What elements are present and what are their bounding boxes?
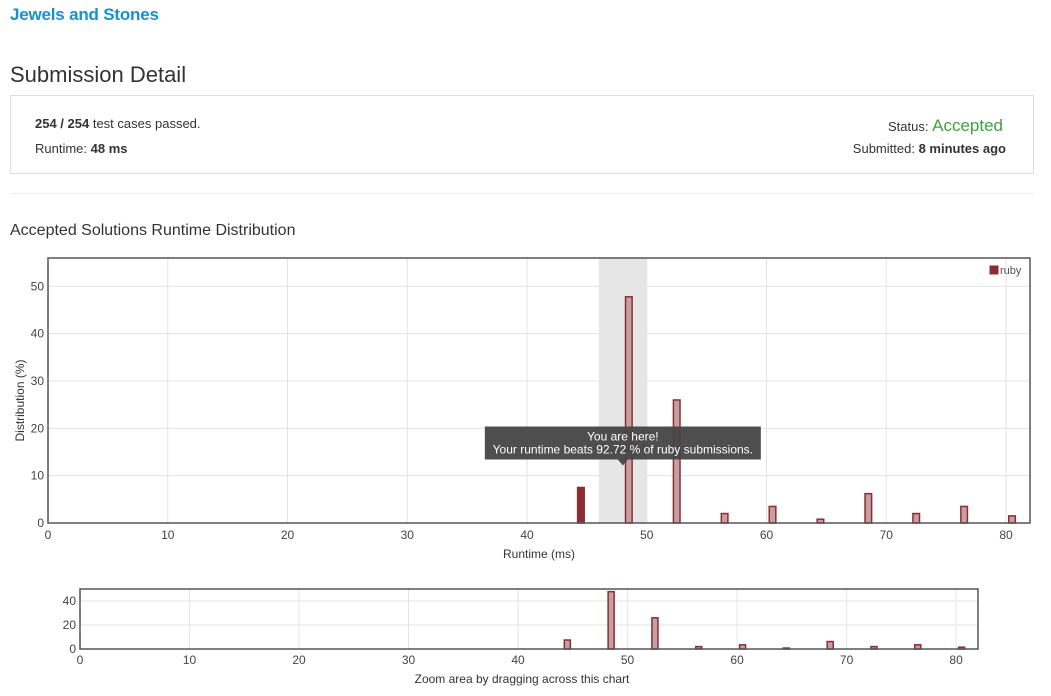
- zoom-chart-frame: [79, 588, 979, 650]
- x-tick-label: 70: [880, 528, 894, 542]
- distribution-bar: [768, 505, 777, 524]
- problem-title-link[interactable]: Jewels and Stones: [10, 5, 159, 24]
- current-runtime-highlight: [598, 258, 647, 523]
- zoom-x-tick-label: 70: [840, 653, 854, 667]
- zoom-overview-chart[interactable]: 0 10 20 30 40 50 60 70 80 0 20 40 Zoom area by drag…: [0, 586, 1051, 696]
- y-tick-label: 30: [31, 374, 45, 388]
- tooltip-background: [484, 426, 761, 466]
- distribution-bar: [1007, 515, 1017, 524]
- distribution-bar: [624, 296, 633, 524]
- y-tick-label: 20: [31, 421, 45, 435]
- zoom-chart-caption: Zoom area by dragging across this chart: [415, 672, 630, 686]
- main-chart-y-axis-label: Distribution (%): [13, 359, 27, 441]
- zoom-x-tick-label: 10: [183, 653, 197, 667]
- x-tick-label: 50: [640, 528, 654, 542]
- runtime-line: Runtime: 48 ms: [35, 141, 128, 156]
- x-tick-label: 60: [760, 528, 774, 542]
- zoom-y-tick-label: 20: [63, 618, 77, 632]
- zoom-x-tick-label: 0: [77, 653, 84, 667]
- x-tick-label: 0: [45, 528, 52, 542]
- zoom-distribution-bar: [651, 617, 659, 650]
- distribution-bar: [960, 505, 969, 524]
- legend-label: ruby: [1000, 265, 1022, 277]
- test-cases-passed: 254 / 254 test cases passed.: [35, 116, 201, 131]
- zoom-chart-ticks: 0 10 20 30 40 50 60 70 80 0 20 40: [63, 594, 963, 667]
- chart-legend: ruby: [988, 264, 1022, 277]
- zoom-x-tick-label: 40: [511, 653, 525, 667]
- legend-swatch: [988, 264, 1000, 276]
- runtime-value: 48 ms: [90, 141, 128, 156]
- zoom-x-tick-label: 60: [730, 653, 744, 667]
- submission-detail-panel: 254 / 254 test cases passed. Runtime: 48…: [10, 95, 1034, 174]
- zoom-distribution-bar: [563, 639, 572, 650]
- zoom-y-tick-label: 40: [63, 594, 77, 608]
- tooltip-line2: Your runtime beats 92.72 % of ruby submi…: [493, 442, 753, 456]
- passed-suffix: test cases passed.: [92, 116, 201, 131]
- main-chart-frame: [47, 257, 1031, 524]
- y-tick-label: 10: [31, 469, 45, 483]
- main-chart-grid: [48, 258, 1030, 523]
- divider: [10, 193, 1034, 194]
- zoom-x-tick-label: 20: [292, 653, 306, 667]
- main-chart-x-axis-label: Runtime (ms): [503, 547, 575, 561]
- runtime-tooltip: You are here! Your runtime beats 92.72 %…: [484, 426, 761, 466]
- x-tick-label: 10: [161, 528, 175, 542]
- zoom-chart-grid: [80, 589, 978, 649]
- zoom-x-tick-label: 80: [949, 653, 963, 667]
- y-tick-label: 0: [37, 516, 44, 530]
- zoom-distribution-bar: [607, 590, 615, 650]
- distribution-title: Accepted Solutions Runtime Distribution: [10, 222, 296, 239]
- tooltip-line1: You are here!: [587, 429, 659, 443]
- x-tick-label: 40: [520, 528, 534, 542]
- runtime-distribution-chart[interactable]: 0 10 20 30 40 50 60 70 80 0 10 20 30 40 50 Runtime (ms…: [0, 250, 1051, 580]
- zoom-chart-bars: [563, 590, 966, 650]
- x-tick-label: 80: [999, 528, 1013, 542]
- distribution-bar: [672, 399, 681, 524]
- distribution-bar: [912, 512, 921, 524]
- zoom-x-tick-label: 50: [621, 653, 635, 667]
- runtime-label: Runtime:: [35, 141, 88, 156]
- page-title: Submission Detail: [10, 62, 187, 87]
- zoom-distribution-bar: [826, 640, 834, 650]
- distribution-bar: [720, 512, 729, 524]
- distribution-bar: [576, 486, 585, 524]
- status-accepted-link[interactable]: Accepted: [932, 116, 1003, 135]
- status-label: Status:: [888, 119, 929, 134]
- submitted-value: 8 minutes ago: [918, 141, 1006, 156]
- y-tick-label: 40: [31, 327, 45, 341]
- passed-count: 254 / 254: [35, 116, 90, 131]
- zoom-y-tick-label: 0: [69, 642, 76, 656]
- x-tick-label: 20: [281, 528, 295, 542]
- zoom-x-tick-label: 30: [402, 653, 416, 667]
- main-chart-ticks: 0 10 20 30 40 50 60 70 80 0 10 20 30 40 50: [31, 279, 1013, 542]
- distribution-bar: [864, 492, 873, 524]
- submitted-label: Submitted:: [852, 141, 915, 156]
- status-line: Status: Accepted: [888, 116, 1003, 136]
- x-tick-label: 30: [401, 528, 415, 542]
- y-tick-label: 50: [31, 279, 45, 293]
- submitted-line: Submitted: 8 minutes ago: [853, 141, 1006, 156]
